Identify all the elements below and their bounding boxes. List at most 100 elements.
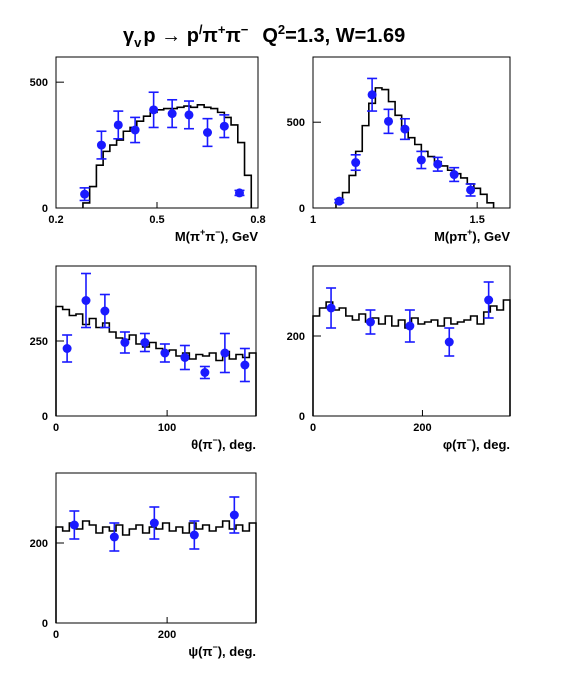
plot-frame [55,472,257,624]
point-marker [109,532,119,542]
x-tick-label: 0 [53,422,59,434]
point-marker [189,530,199,540]
point-marker [433,159,443,169]
y-tick-label: 0 [42,618,48,630]
x-axis-label: φ(π−), deg. [443,435,510,452]
data-point [483,281,494,319]
point-marker [100,306,110,316]
data-point [399,117,410,141]
data-point [202,117,213,148]
data-point [119,331,130,354]
point-marker [220,348,230,358]
point-marker [81,296,91,305]
y-tick-label: 200 [30,538,48,550]
point-marker [140,338,150,347]
data-point [130,116,141,144]
figure-title: γv p → p/π+π− Q2=1.3, W=1.69 [123,22,405,50]
data-point [444,327,455,357]
data-point [148,91,159,129]
plot-frame [312,265,511,417]
y-tick-label: 500 [287,117,305,129]
data-point [219,332,230,374]
data-point [62,334,73,363]
point-marker [466,185,476,195]
data-point [81,272,91,329]
y-tick-label: 0 [42,411,48,423]
x-axis-label: M(π+π−), GeV [175,227,259,244]
point-marker [96,140,106,150]
data-point [326,287,337,329]
data-point [234,188,245,198]
mc-histogram [82,104,253,208]
point-marker [149,518,159,528]
point-marker [334,196,344,206]
data-point [159,343,170,363]
point-marker [200,368,210,377]
data-point [167,98,178,129]
x-tick-label: 200 [158,629,176,641]
data-point [350,154,361,172]
point-marker [326,303,336,313]
data-point [183,100,194,130]
point-marker [62,344,72,353]
data-point [109,522,120,552]
point-marker [234,188,244,198]
point-marker [444,337,454,347]
point-marker [484,295,494,305]
point-marker [400,124,410,134]
point-marker [229,510,239,520]
data-point [199,365,210,380]
point-marker [184,110,194,120]
data-point [383,108,394,135]
panel-theta: 0 100 0 250 θ(π−), deg. [30,265,257,452]
data-point [113,110,124,140]
data-point [404,309,415,343]
x-tick-label: 0.5 [149,214,164,226]
mc-histogram [55,520,257,623]
data-point [239,347,250,383]
point-marker [180,353,190,362]
point-marker [365,317,375,327]
point-marker [130,125,140,135]
data-point [189,520,200,550]
data-point [432,156,443,172]
y-tick-label: 500 [30,77,48,89]
data-point [229,496,240,534]
panel-mpipi: 0.2 0.5 0.8 0 500 M(π+π−), GeV [30,56,266,244]
y-tick-label: 0 [299,411,305,423]
data-point [79,187,90,202]
data-point [179,344,190,371]
point-marker [367,90,377,100]
x-axis-label: M(pπ+), GeV [434,227,510,244]
point-marker [240,360,250,370]
data-point [96,130,107,160]
data-point [219,114,230,139]
point-marker [219,121,229,131]
x-tick-label: 200 [413,422,431,434]
plot-frame [312,56,511,209]
point-marker [113,120,123,130]
panel-mppi: 1 1.5 0 500 M(pπ+), GeV [287,56,511,244]
panel-psi: 0 200 0 200 ψ(π−), deg. [30,472,257,659]
data-point [465,183,476,197]
data-point [367,77,378,112]
y-tick-label: 200 [287,331,305,343]
point-marker [405,321,415,331]
point-marker [69,520,79,530]
point-marker [449,170,459,180]
mc-histogram [312,299,511,416]
x-tick-label: 0.8 [250,214,265,226]
point-marker [384,116,394,126]
data-point [69,510,80,540]
point-marker [149,105,159,115]
panel-phi: 0 200 0 200 φ(π−), deg. [287,265,511,452]
point-marker [80,189,90,199]
x-tick-label: 1 [310,214,316,226]
x-tick-label: 0.2 [48,214,63,226]
x-tick-label: 1.5 [470,214,485,226]
data-point [139,332,150,353]
x-tick-label: 0 [53,629,59,641]
point-marker [160,348,170,358]
data-point [99,293,110,329]
